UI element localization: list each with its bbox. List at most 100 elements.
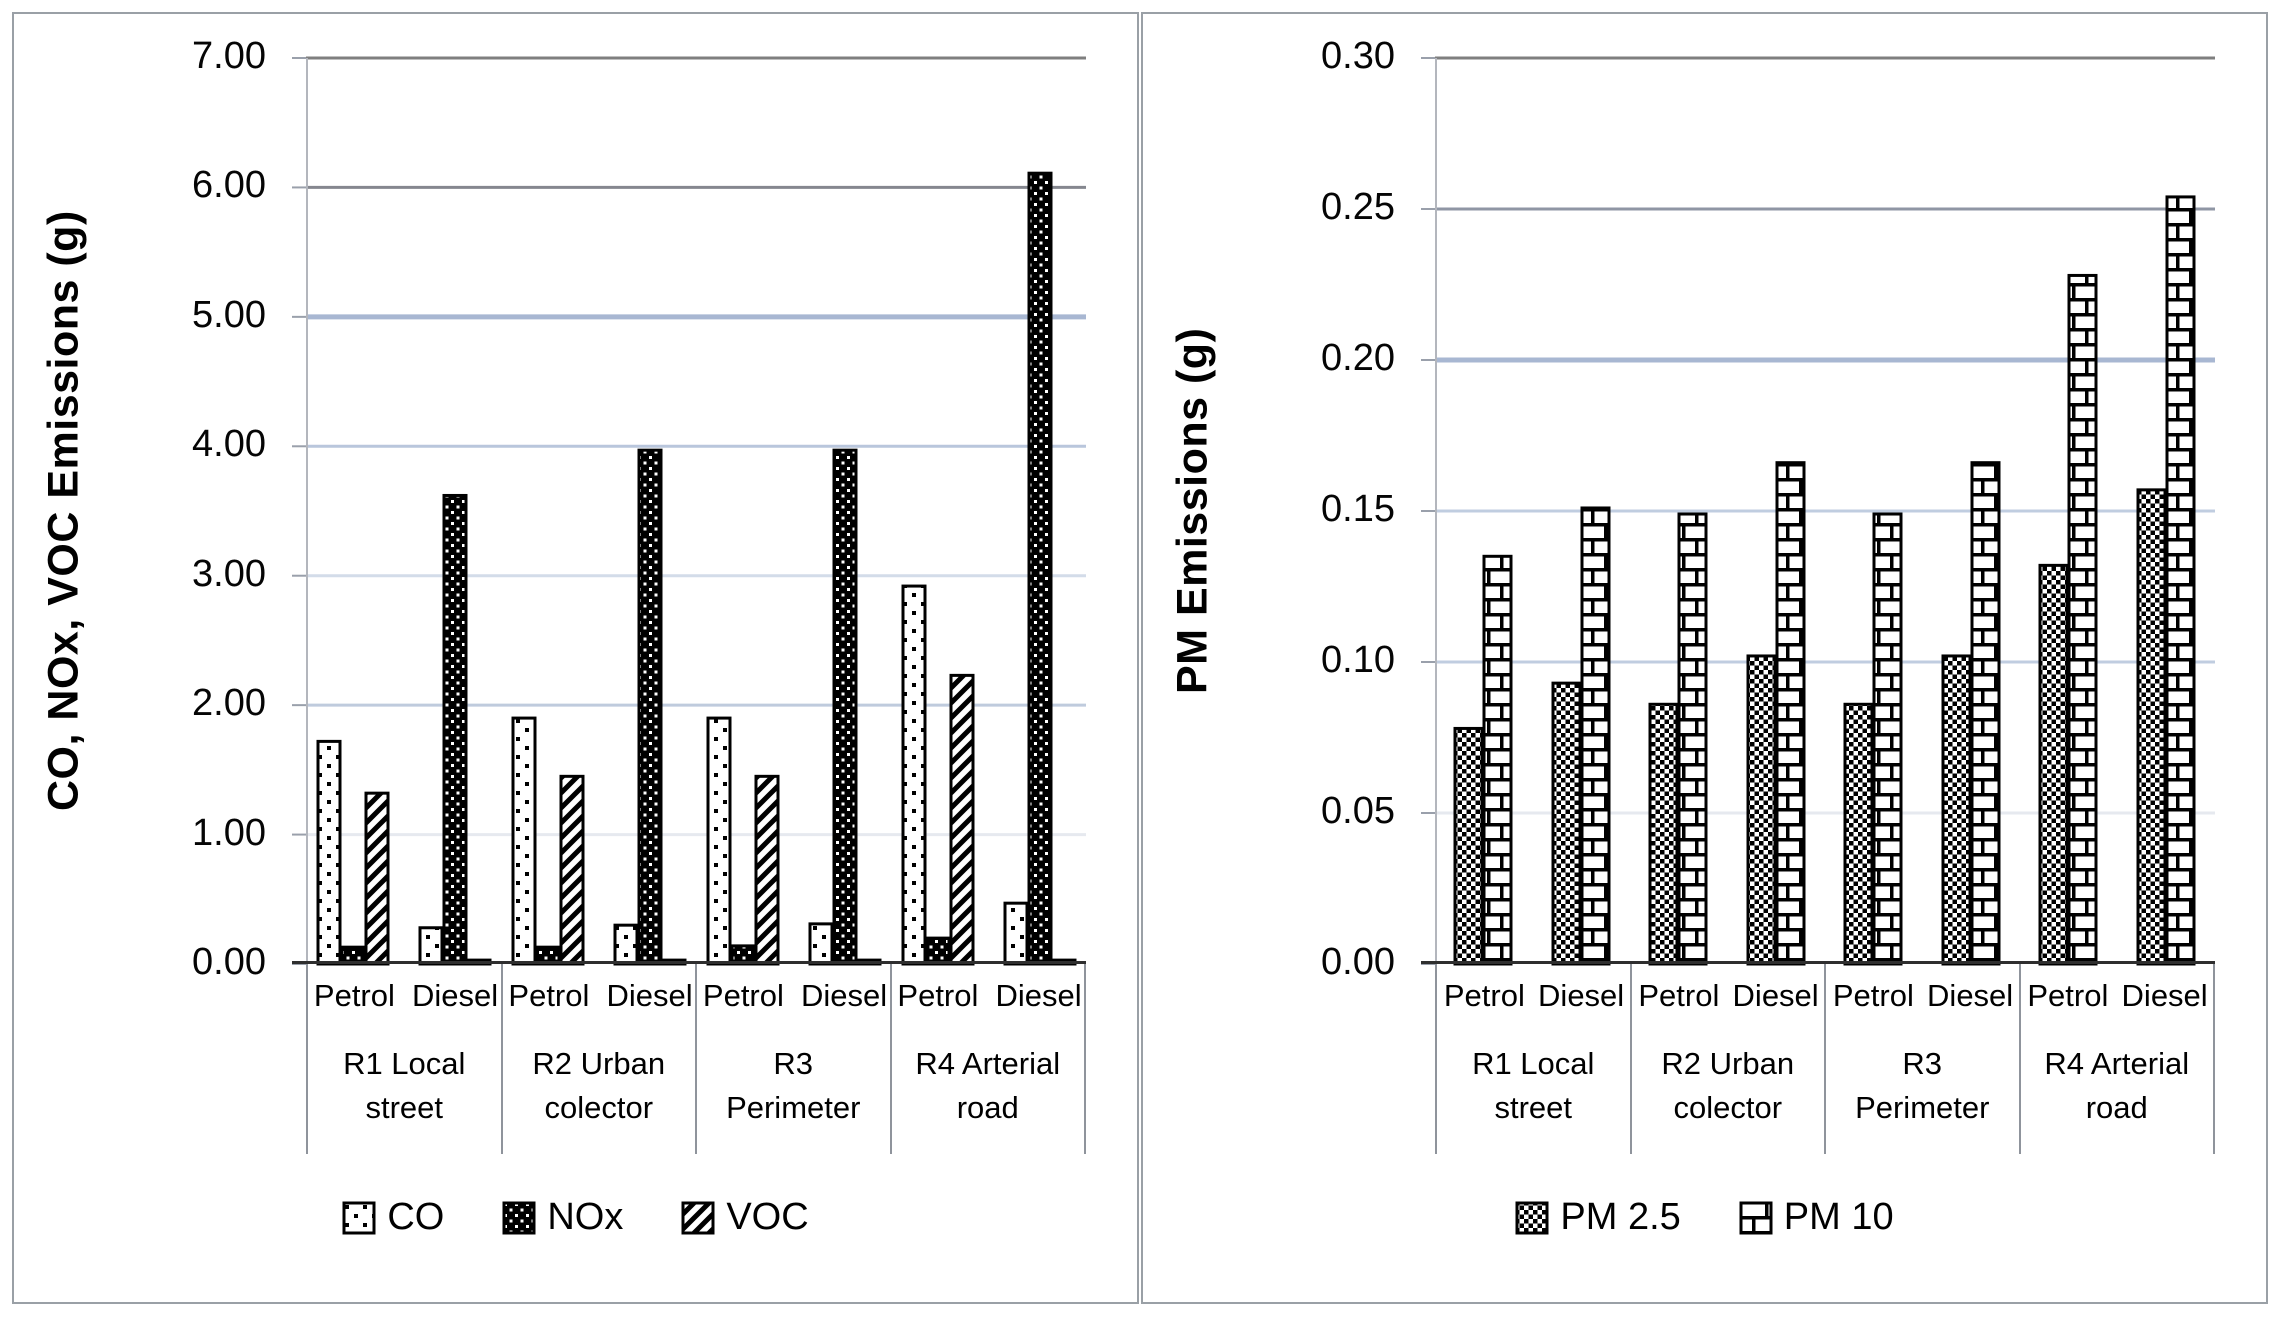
bar-nox-r1-local-street-diesel — [442, 493, 468, 966]
y-axis-tick-labels: 0.30 0.25 0.20 0.15 0.10 0.05 0.00 — [1243, 35, 1435, 983]
bar-pm-10-r2-urban-colector-petrol — [1677, 512, 1708, 966]
x-label-fuel: Petrol — [1638, 978, 1720, 1013]
y-tick-label: 1.00 — [192, 811, 266, 854]
legend-swatch-fill — [342, 1201, 376, 1234]
y-tick-label: 6.00 — [192, 164, 266, 207]
bar-co-r2-urban-colector-petrol — [511, 716, 537, 966]
legend-label: CO — [387, 1196, 445, 1238]
bar-co-r1-local-street-petrol — [316, 739, 342, 966]
x-label-category: R2 Urban colector — [1661, 1046, 1795, 1125]
legend-swatch-white-dots-on-black-icon — [502, 1201, 536, 1234]
y-tick-label: 3.00 — [192, 552, 266, 595]
x-axis-group-r2-urban-colector: Petrol Diesel R2 Urban colector — [1629, 964, 1825, 1154]
legend-item-nox: NOx — [502, 1196, 623, 1239]
x-axis-group-r1-local-street: Petrol Diesel R1 Local street — [1435, 964, 1630, 1154]
x-axis: Petrol Diesel R1 Local street Petrol Diesel R… — [1435, 964, 2215, 1154]
bar-voc-r3-perimeter-petrol — [754, 774, 780, 966]
x-label-fuel: Petrol — [1443, 978, 1525, 1013]
bar-pm-2-5-r1-local-street-petrol — [1453, 726, 1484, 966]
x-label-fuel: Diesel — [1927, 978, 2014, 1013]
x-axis-group-r2-urban-colector: Petrol Diesel R2 Urban colector — [500, 964, 696, 1154]
bar-co-r1-local-street-diesel — [418, 926, 444, 966]
x-label-category: R4 Arterial road — [915, 1046, 1061, 1125]
y-tick-label: 5.00 — [192, 293, 266, 336]
bar-pm-2-5-r4-arterial-road-diesel — [2136, 488, 2167, 966]
bar-nox-r4-arterial-road-petrol — [925, 936, 951, 966]
y-tick-label: 0.10 — [1321, 638, 1395, 681]
x-axis-group-r1-local-street: Petrol Diesel R1 Local street — [306, 964, 501, 1154]
y-tick-label: 0.25 — [1321, 185, 1395, 228]
x-label-category: R3 Perimeter — [726, 1046, 861, 1125]
legend-label: VOC — [726, 1196, 809, 1238]
panel-pm-emissions-chart: PM Emissions (g) 0.30 0.25 0.20 0.15 0.10 0.0… — [1141, 12, 2268, 1304]
bar-nox-r4-arterial-road-diesel — [1027, 171, 1053, 966]
y-tick-label: 0.15 — [1321, 487, 1395, 530]
x-label-fuel: Diesel — [995, 978, 1082, 1013]
legend-swatch-bricks-icon — [1739, 1201, 1773, 1234]
bar-pm-2-5-r4-arterial-road-petrol — [2038, 563, 2069, 966]
y-tick-label: 0.00 — [192, 940, 266, 983]
y-tick-label: 0.30 — [1321, 34, 1395, 77]
bar-co-r4-arterial-road-petrol — [901, 584, 927, 966]
x-label-fuel: Petrol — [702, 978, 784, 1013]
bar-pm-10-r1-local-street-diesel — [1580, 506, 1611, 966]
y-tick-label: 7.00 — [192, 34, 266, 77]
bar-pm-2-5-r3-perimeter-petrol — [1843, 702, 1874, 966]
legend-label: PM 2.5 — [1560, 1196, 1681, 1238]
legend-item-co: CO — [342, 1196, 444, 1239]
bar-pm-2-5-r2-urban-colector-petrol — [1648, 702, 1679, 966]
legend-swatch-diagonal-stripes-icon — [681, 1201, 715, 1234]
legend-swatch-fill — [1515, 1201, 1549, 1234]
bar-nox-r3-perimeter-diesel — [832, 448, 858, 966]
x-axis-group-r3-perimeter: Petrol Diesel R3 Perimeter — [695, 964, 890, 1154]
x-axis-group-r4-arterial-road: Petrol Diesel R4 Arterial road — [889, 964, 1086, 1154]
bar-pm-10-r3-perimeter-diesel — [1970, 461, 2001, 966]
legend-label: NOx — [547, 1196, 624, 1238]
y-tick-label: 0.20 — [1321, 336, 1395, 379]
bar-co-r3-perimeter-petrol — [706, 716, 732, 966]
panel-gaseous-emissions-chart: CO, NOx, VOC Emissions (g) 7.00 6.00 5.00 4… — [12, 12, 1139, 1304]
bar-pm-10-r4-arterial-road-petrol — [2067, 273, 2098, 966]
bar-pm-2-5-r1-local-street-diesel — [1551, 681, 1582, 966]
x-label-category: R3 Perimeter — [1855, 1046, 1990, 1125]
x-label-fuel: Petrol — [2027, 978, 2109, 1013]
bar-voc-r1-local-street-petrol — [364, 791, 390, 966]
legend-item-pm-2-5: PM 2.5 — [1515, 1196, 1681, 1239]
bar-voc-r2-urban-colector-petrol — [559, 774, 585, 966]
chart-canvas — [292, 56, 1086, 966]
y-tick-label: 0.00 — [1321, 940, 1395, 983]
x-label-category: R1 Local street — [343, 1046, 466, 1125]
x-label-fuel: Diesel — [412, 978, 499, 1013]
bar-co-r3-perimeter-diesel — [808, 922, 834, 966]
bar-co-r2-urban-colector-diesel — [613, 923, 639, 966]
legend-swatch-sparse-dots-icon — [342, 1201, 376, 1234]
x-label-category: R4 Arterial road — [2044, 1046, 2190, 1125]
legend-swatch-fill — [681, 1201, 715, 1234]
legend-swatch-checkerboard-icon — [1515, 1201, 1549, 1234]
bar-co-r4-arterial-road-diesel — [1003, 901, 1029, 966]
bar-nox-r2-urban-colector-diesel — [637, 448, 663, 966]
y-axis-title: CO, NOx, VOC Emissions (g) — [39, 210, 88, 812]
bar-pm-2-5-r2-urban-colector-diesel — [1746, 654, 1777, 966]
bar-pm-10-r4-arterial-road-diesel — [2165, 195, 2196, 966]
y-tick-label: 4.00 — [192, 423, 266, 466]
figure: CO, NOx, VOC Emissions (g) 7.00 6.00 5.00 4… — [12, 12, 2268, 1304]
legend: PM 2.5 PM 10 — [1143, 1154, 2266, 1302]
x-label-fuel: Diesel — [606, 978, 693, 1013]
legend-label: PM 10 — [1783, 1196, 1894, 1238]
x-label-fuel: Petrol — [313, 978, 395, 1013]
legend-item-pm-10: PM 10 — [1739, 1196, 1894, 1239]
chart-canvas — [1421, 56, 2215, 966]
x-axis: Petrol Diesel R1 Local street Petrol Diesel R… — [306, 964, 1086, 1154]
x-label-category: R1 Local street — [1472, 1046, 1595, 1125]
bar-pm-2-5-r3-perimeter-diesel — [1941, 654, 1972, 966]
plot-area — [292, 56, 1086, 966]
bar-pm-10-r1-local-street-petrol — [1482, 554, 1513, 966]
x-label-fuel: Diesel — [801, 978, 888, 1013]
x-axis-group-r3-perimeter: Petrol Diesel R3 Perimeter — [1824, 964, 2019, 1154]
x-label-fuel: Petrol — [897, 978, 979, 1013]
x-label-fuel: Diesel — [2121, 978, 2208, 1013]
x-label-fuel: Diesel — [1538, 978, 1625, 1013]
y-axis-tick-labels: 7.00 6.00 5.00 4.00 3.00 2.00 1.00 0.00 — [114, 35, 306, 983]
bar-pm-10-r2-urban-colector-diesel — [1775, 461, 1806, 966]
